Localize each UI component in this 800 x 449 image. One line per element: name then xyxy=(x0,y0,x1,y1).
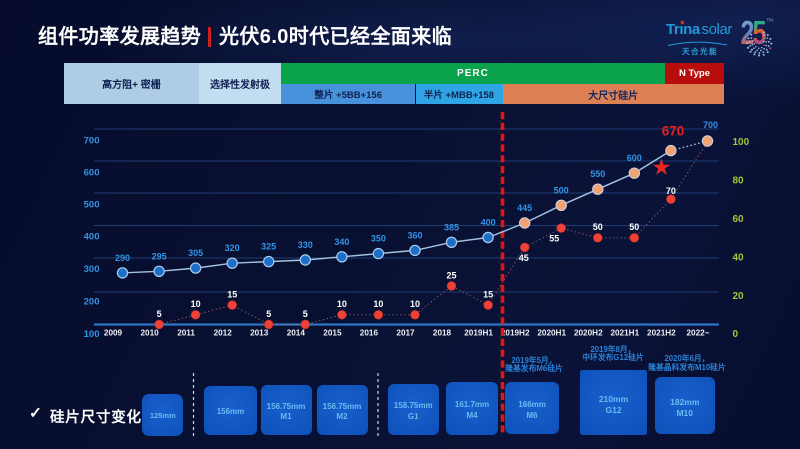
svg-text:2015: 2015 xyxy=(323,329,342,338)
svg-text:2012: 2012 xyxy=(214,329,233,338)
svg-text:2022~: 2022~ xyxy=(687,329,710,338)
svg-text:2010: 2010 xyxy=(140,329,159,338)
svg-text:330: 330 xyxy=(298,240,313,250)
svg-text:40: 40 xyxy=(733,252,745,263)
svg-text:10: 10 xyxy=(337,299,347,309)
svg-text:TM: TM xyxy=(767,18,774,23)
svg-text:290: 290 xyxy=(115,253,130,263)
svg-text:60: 60 xyxy=(733,214,745,225)
svg-text:400: 400 xyxy=(84,232,100,243)
svg-text:300: 300 xyxy=(84,264,100,275)
svg-text:10: 10 xyxy=(373,299,383,309)
svg-text:600: 600 xyxy=(84,168,100,179)
svg-text:50: 50 xyxy=(629,222,639,232)
svg-text:295: 295 xyxy=(152,251,167,261)
svg-text:20: 20 xyxy=(733,291,745,302)
svg-text:700: 700 xyxy=(84,136,100,147)
svg-text:2019H2: 2019H2 xyxy=(501,329,530,338)
svg-text:2017: 2017 xyxy=(396,329,415,338)
svg-text:10: 10 xyxy=(191,299,201,309)
svg-text:5: 5 xyxy=(157,309,162,319)
svg-text:500: 500 xyxy=(84,200,100,211)
svg-text:25: 25 xyxy=(446,270,456,280)
svg-text:360: 360 xyxy=(407,230,422,240)
svg-text:700: 700 xyxy=(703,120,718,130)
svg-text:320: 320 xyxy=(225,243,240,253)
svg-text:2021H1: 2021H1 xyxy=(610,329,639,338)
svg-text:天合光能: 天合光能 xyxy=(682,46,718,56)
svg-text:100: 100 xyxy=(84,329,100,340)
svg-text:15: 15 xyxy=(227,290,237,300)
svg-text:2020H2: 2020H2 xyxy=(574,329,603,338)
svg-text:385: 385 xyxy=(444,222,459,232)
svg-text:2014: 2014 xyxy=(287,329,306,338)
svg-text:550: 550 xyxy=(590,169,605,179)
svg-text:200: 200 xyxy=(84,297,100,308)
svg-text:2011: 2011 xyxy=(177,329,195,338)
svg-text:325: 325 xyxy=(261,242,276,252)
svg-text:80: 80 xyxy=(733,175,745,186)
svg-text:445: 445 xyxy=(517,203,532,213)
svg-text:5: 5 xyxy=(753,15,767,52)
svg-text:340: 340 xyxy=(334,237,349,247)
svg-text:solar: solar xyxy=(702,21,733,38)
svg-text:55: 55 xyxy=(549,234,559,244)
svg-text:Trına: Trına xyxy=(666,21,701,38)
svg-text:5: 5 xyxy=(266,309,271,319)
svg-text:600: 600 xyxy=(627,153,642,163)
svg-text:2019H1: 2019H1 xyxy=(464,329,493,338)
svg-text:2020H1: 2020H1 xyxy=(537,329,566,338)
svg-text:305: 305 xyxy=(188,248,203,258)
svg-text:100: 100 xyxy=(733,137,750,148)
svg-text:2: 2 xyxy=(741,15,755,52)
svg-text:50: 50 xyxy=(593,222,603,232)
svg-text:15: 15 xyxy=(483,290,493,300)
svg-text:350: 350 xyxy=(371,234,386,244)
svg-text:2021H2: 2021H2 xyxy=(647,329,676,338)
svg-text:45: 45 xyxy=(519,253,529,263)
svg-text:500: 500 xyxy=(554,185,569,195)
svg-text:400: 400 xyxy=(481,218,496,228)
svg-text:2013: 2013 xyxy=(250,329,269,338)
svg-text:70: 70 xyxy=(666,186,676,196)
svg-text:5: 5 xyxy=(303,309,308,319)
svg-text:670: 670 xyxy=(662,124,685,139)
svg-text:2018: 2018 xyxy=(433,329,452,338)
svg-text:2016: 2016 xyxy=(360,329,379,338)
svg-text:0: 0 xyxy=(733,329,739,340)
svg-text:10: 10 xyxy=(410,299,420,309)
svg-text:2009: 2009 xyxy=(104,329,123,338)
